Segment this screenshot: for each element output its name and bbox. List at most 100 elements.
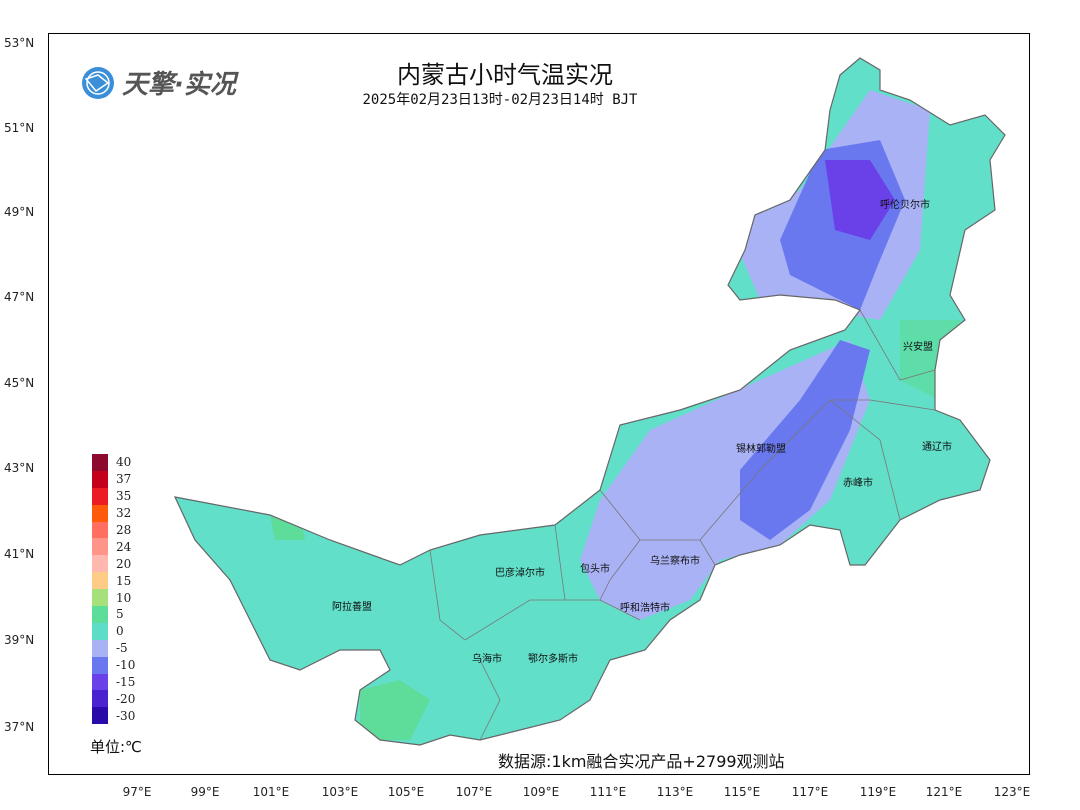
globe-network-icon — [82, 66, 114, 99]
city-label: 巴彦淖尔市 — [495, 566, 545, 579]
field-5-10-west — [270, 512, 305, 540]
lat-tick: 51°N — [4, 121, 35, 135]
lon-tick: 109°E — [522, 785, 560, 799]
legend-swatch — [92, 470, 108, 488]
lon-tick: 117°E — [791, 785, 829, 799]
legend-label: 5 — [116, 607, 124, 622]
legend-item: 28 — [92, 521, 135, 539]
legend-label: 28 — [116, 523, 132, 537]
logo: 天擎·实况 — [80, 64, 236, 101]
legend-label: 37 — [116, 472, 132, 487]
city-labels: 呼伦贝尔市 兴安盟 锡林郭勒盟 通辽市 赤峰市 乌兰察布市 包头市 巴彦淖尔市 … — [332, 198, 952, 665]
city-label: 通辽市 — [922, 440, 952, 453]
map-title: 内蒙古小时气温实况 — [397, 61, 613, 89]
legend-item: 35 — [92, 487, 135, 505]
city-label: 阿拉善盟 — [332, 600, 372, 613]
lat-tick: 53°N — [4, 36, 35, 50]
legend-item: 37 — [92, 470, 135, 488]
legend-swatch — [92, 606, 108, 623]
legend-swatch — [92, 454, 108, 471]
legend-item: -10 — [92, 656, 136, 674]
legend-swatch — [92, 622, 108, 640]
legend-swatch — [92, 639, 108, 657]
lon-tick: 101°E — [252, 785, 290, 799]
field-5-10 — [360, 680, 430, 740]
legend-label: -20 — [116, 691, 136, 706]
field-minus10-south — [740, 340, 870, 540]
legend-item: -20 — [92, 690, 136, 708]
legend-label: 0 — [116, 624, 124, 639]
legend-label: -5 — [116, 641, 128, 656]
legend-swatch — [92, 572, 108, 590]
legend-item: 5 — [92, 606, 135, 623]
legend-item: 0 — [92, 622, 135, 640]
legend-label: 10 — [116, 590, 132, 605]
city-label: 呼和浩特市 — [620, 601, 670, 614]
legend-label: 15 — [116, 573, 132, 588]
legend-item: 24 — [92, 538, 135, 556]
city-label: 兴安盟 — [903, 340, 933, 353]
lat-tick: 37°N — [4, 720, 35, 734]
city-label: 锡林郭勒盟 — [736, 442, 786, 455]
city-label: 包头市 — [580, 562, 610, 575]
lon-tick: 123°E — [993, 785, 1031, 799]
legend-label: 32 — [116, 506, 132, 521]
legend-swatch — [92, 555, 108, 573]
legend-item: 20 — [92, 555, 135, 573]
legend-label: 24 — [116, 539, 132, 554]
lon-tick: 105°E — [387, 785, 425, 799]
legend-label: 40 — [116, 455, 132, 470]
legend-label: -30 — [116, 708, 136, 723]
legend-item: 40 — [92, 454, 135, 471]
lat-tick: 45°N — [4, 376, 35, 390]
legend-swatch — [92, 521, 108, 539]
lon-tick: 113°E — [656, 785, 694, 799]
city-label: 鄂尔多斯市 — [528, 652, 578, 665]
legend-swatch — [92, 538, 108, 556]
city-label: 乌兰察布市 — [650, 554, 700, 567]
lon-tick: 111°E — [589, 785, 627, 799]
legend-item: 10 — [92, 589, 135, 607]
legend-swatch — [92, 673, 108, 691]
lon-tick: 99°E — [190, 785, 220, 799]
legend-item: 32 — [92, 504, 135, 522]
lon-tick: 97°E — [122, 785, 152, 799]
data-source: 数据源:1km融合实况产品+2799观测站 — [498, 752, 785, 771]
map-subtitle: 2025年02月23日13时-02月23日14时 BJT — [362, 92, 638, 108]
legend-swatch — [92, 504, 108, 522]
legend-swatch — [92, 707, 108, 725]
legend-label: 35 — [116, 489, 132, 504]
color-legend: 40 37 35 32 28 24 20 15 10 5 0 -5 -10 -15 -20 -30 — [92, 454, 136, 725]
legend-label: -10 — [116, 658, 136, 673]
legend-unit: 单位:℃ — [90, 738, 142, 756]
map-frame — [48, 33, 1030, 775]
lat-tick: 47°N — [4, 290, 35, 304]
city-label: 呼伦贝尔市 — [880, 198, 930, 211]
lat-tick: 39°N — [4, 633, 35, 647]
legend-item: -15 — [92, 673, 136, 691]
logo-text: 天擎·实况 — [122, 70, 236, 100]
legend-swatch — [92, 589, 108, 607]
lon-tick: 103°E — [321, 785, 359, 799]
lat-tick: 41°N — [4, 547, 35, 561]
legend-item: -5 — [92, 639, 135, 657]
city-borders — [429, 309, 936, 741]
legend-item: -30 — [92, 707, 136, 725]
legend-label: -15 — [116, 675, 136, 690]
lon-tick: 115°E — [723, 785, 761, 799]
field-minus15 — [825, 160, 895, 240]
lon-tick: 107°E — [455, 785, 493, 799]
legend-swatch — [92, 487, 108, 505]
legend-swatch — [92, 690, 108, 708]
legend-swatch — [92, 656, 108, 674]
city-label: 乌海市 — [472, 652, 502, 665]
legend-item: 15 — [92, 572, 135, 590]
city-label: 赤峰市 — [843, 476, 873, 489]
lon-tick: 121°E — [925, 785, 963, 799]
legend-label: 20 — [116, 556, 132, 571]
lat-tick: 49°N — [4, 205, 35, 219]
temperature-field — [175, 58, 1005, 745]
lat-tick: 43°N — [4, 461, 35, 475]
